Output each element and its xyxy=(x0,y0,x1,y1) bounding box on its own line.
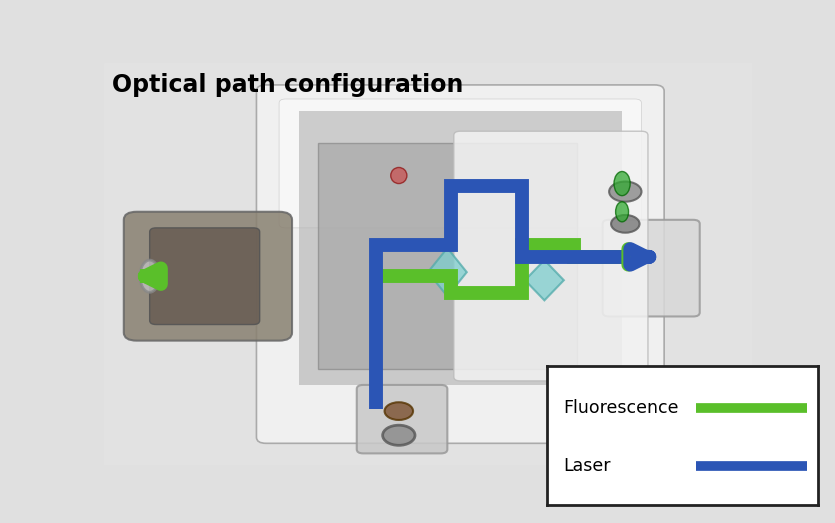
Circle shape xyxy=(611,215,640,233)
Text: Fluorescence: Fluorescence xyxy=(564,399,679,417)
FancyBboxPatch shape xyxy=(454,131,648,381)
Text: Optical path configuration: Optical path configuration xyxy=(112,73,463,97)
Circle shape xyxy=(610,181,641,202)
Polygon shape xyxy=(428,248,467,297)
Ellipse shape xyxy=(391,167,407,184)
Circle shape xyxy=(382,425,415,446)
FancyBboxPatch shape xyxy=(318,143,577,369)
Circle shape xyxy=(385,402,413,420)
Ellipse shape xyxy=(615,202,629,222)
FancyBboxPatch shape xyxy=(124,212,292,340)
Polygon shape xyxy=(525,260,564,300)
Ellipse shape xyxy=(140,260,159,292)
FancyBboxPatch shape xyxy=(256,85,664,444)
FancyBboxPatch shape xyxy=(357,385,448,453)
FancyBboxPatch shape xyxy=(279,99,641,228)
Ellipse shape xyxy=(614,172,630,196)
FancyBboxPatch shape xyxy=(603,220,700,316)
Text: Laser: Laser xyxy=(564,457,610,475)
FancyBboxPatch shape xyxy=(149,228,260,324)
FancyBboxPatch shape xyxy=(299,111,622,385)
